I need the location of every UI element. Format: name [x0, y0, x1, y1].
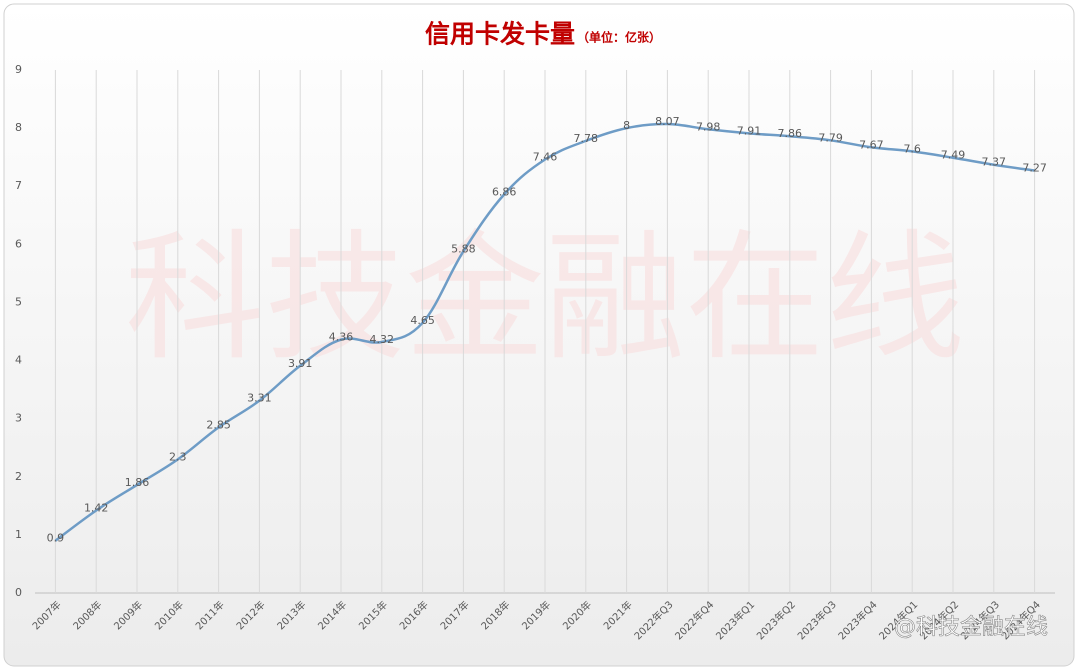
data-label: 7.86: [778, 127, 803, 140]
y-tick-label: 8: [15, 121, 22, 134]
data-label: 3.91: [288, 357, 313, 370]
data-label: 2.3: [169, 450, 187, 463]
credit: @科技金融在线: [894, 615, 1048, 640]
y-tick-label: 1: [15, 528, 22, 541]
chart-title: 信用卡发卡量: [425, 20, 575, 49]
data-label: 1.86: [125, 476, 150, 489]
y-tick-label: 9: [15, 63, 22, 76]
y-tick-label: 2: [15, 470, 22, 483]
data-label: 4.65: [410, 314, 435, 327]
data-label: 7.98: [696, 120, 721, 133]
data-label: 1.42: [84, 501, 109, 514]
data-label: 8: [623, 119, 630, 132]
data-label: 7.67: [859, 138, 884, 151]
chart-frame: [3, 3, 1075, 667]
data-label: 7.46: [533, 150, 558, 163]
data-label: 2.85: [206, 418, 231, 431]
data-label: 7.27: [1022, 162, 1047, 175]
data-label: 6.86: [492, 185, 517, 198]
y-tick-label: 7: [15, 179, 22, 192]
data-label: 4.36: [329, 331, 354, 344]
data-label: 7.78: [574, 132, 599, 145]
data-label: 8.07: [655, 115, 680, 128]
y-tick-label: 6: [15, 237, 22, 250]
data-label: 3.31: [247, 392, 272, 405]
chart-subtitle: （单位：亿张）: [577, 30, 661, 45]
data-label: 0.9: [47, 532, 65, 545]
y-tick-label: 3: [15, 412, 22, 425]
data-label: 7.49: [941, 149, 966, 162]
y-tick-label: 4: [15, 354, 22, 367]
y-tick-label: 5: [15, 295, 22, 308]
data-label: 7.91: [737, 124, 762, 137]
data-label: 7.79: [818, 131, 843, 144]
data-label: 4.32: [370, 333, 395, 346]
data-label: 5.88: [451, 242, 476, 255]
y-tick-label: 0: [15, 586, 22, 599]
data-label: 7.37: [982, 156, 1007, 169]
data-line: [54, 122, 1035, 542]
data-label: 7.6: [903, 142, 921, 155]
